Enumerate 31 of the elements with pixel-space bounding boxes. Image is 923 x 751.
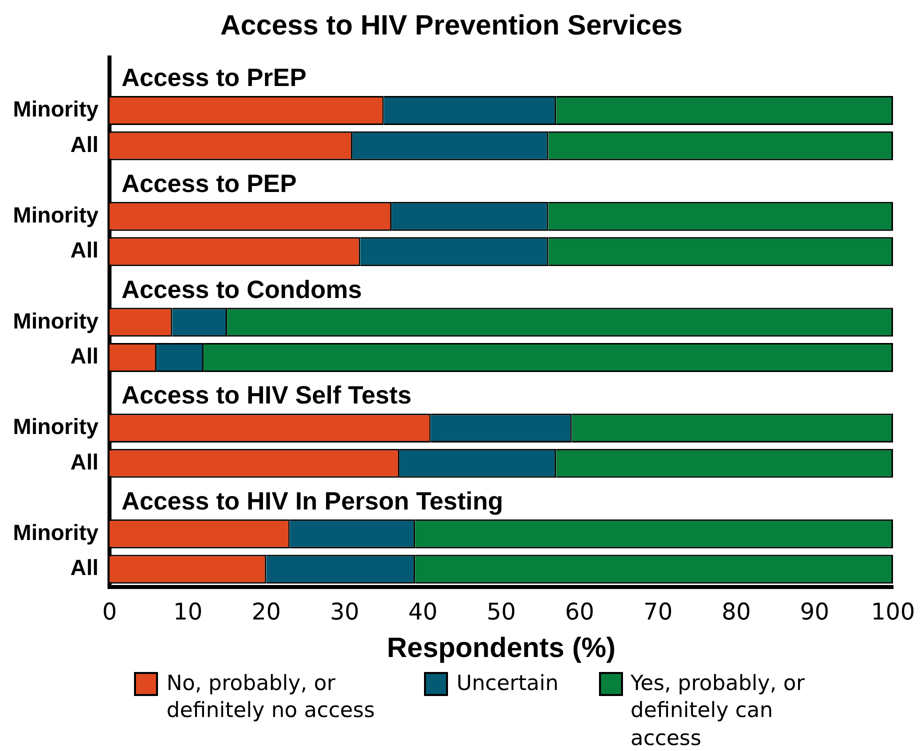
chart-title: Access to HIV Prevention Services — [220, 10, 683, 41]
y-tick-label: Minority — [12, 414, 100, 440]
legend-label: Yes, probably, or definitely can access — [630, 670, 806, 751]
y-tick-label: All — [70, 344, 99, 369]
annotation: Access to HIV In Person Testing — [122, 487, 504, 516]
y-tick-label: All — [70, 238, 99, 263]
annotation: Access to Condoms — [122, 276, 362, 304]
x-tick-label: 40 — [408, 600, 438, 626]
y-tick-label: Minority — [12, 520, 100, 545]
y-tick-label: Minority — [12, 202, 100, 228]
x-tick-label: 20 — [252, 600, 281, 626]
x-tick-label: 60 — [564, 600, 594, 626]
annotation: Access to PrEP — [122, 64, 306, 92]
x-tick-label: 30 — [330, 600, 360, 626]
annotation: Access to PEP — [122, 170, 297, 198]
x-tick-label: 10 — [173, 600, 203, 626]
x-tick-label: 90 — [800, 600, 830, 626]
x-tick-label: 100 — [871, 600, 915, 626]
x-axis-title: Respondents (%) — [386, 632, 616, 663]
x-tick-label: 70 — [643, 600, 673, 626]
legend-label: Uncertain — [456, 670, 559, 697]
legend-label: No, probably, or definitely no access — [166, 670, 376, 724]
y-tick-label: Minority — [12, 96, 100, 122]
y-tick-label: All — [70, 449, 99, 474]
y-tick-label: Minority — [12, 308, 100, 334]
annotation: Access to HIV Self Tests — [122, 382, 412, 410]
y-tick-label: All — [70, 132, 99, 157]
x-tick-label: 80 — [722, 600, 751, 626]
x-tick-label: 0 — [102, 600, 117, 626]
x-tick-label: 50 — [486, 600, 516, 626]
y-tick-label: All — [70, 555, 99, 580]
